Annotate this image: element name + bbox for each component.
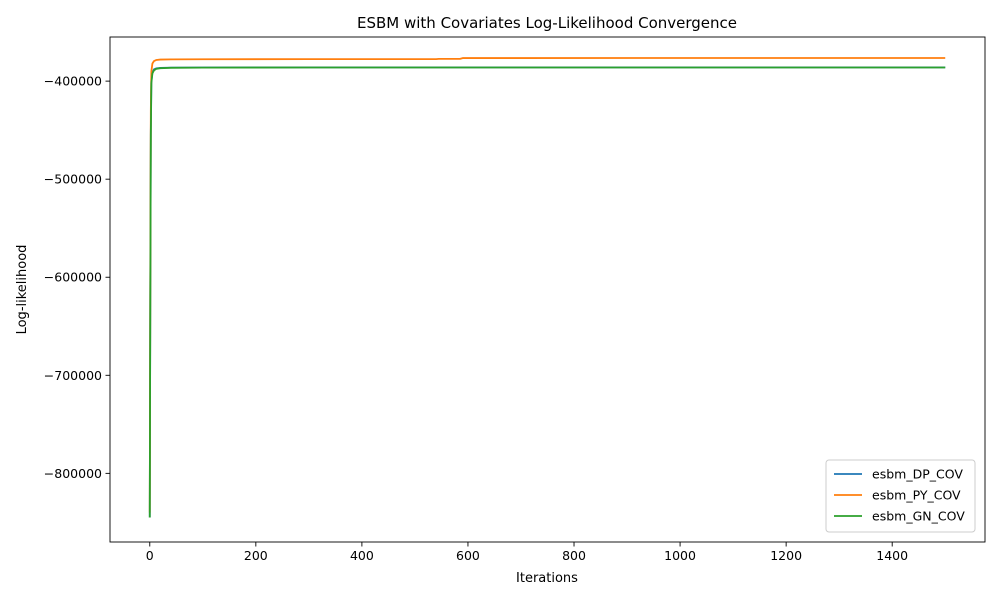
y-tick-label: −500000 (44, 172, 102, 187)
legend-label-esbm-py-cov: esbm_PY_COV (872, 488, 961, 503)
x-tick-label: 1200 (770, 548, 802, 563)
y-tick-label: −600000 (44, 270, 102, 285)
y-tick-label: −400000 (44, 74, 102, 89)
series-layer (148, 57, 946, 518)
x-tick-label: 200 (244, 548, 268, 563)
x-axis: 0 200 400 600 800 1000 1200 1400 (146, 542, 908, 563)
x-axis-title: Iterations (516, 571, 578, 586)
y-axis-title: Log-likelihood (15, 245, 30, 335)
x-tick-label: 0 (146, 548, 154, 563)
x-tick-label: 400 (350, 548, 374, 563)
y-axis: −800000 −700000 −600000 −500000 −400000 (44, 74, 110, 481)
legend-label-esbm-dp-cov: esbm_DP_COV (872, 467, 963, 482)
plot-frame (109, 36, 986, 543)
x-tick-label: 1000 (664, 548, 696, 563)
y-tick-label: −800000 (44, 466, 102, 481)
y-tick-label: −700000 (44, 368, 102, 383)
x-tick-label: 800 (562, 548, 586, 563)
x-tick-label: 1400 (876, 548, 908, 563)
legend-box (825, 459, 976, 533)
x-tick-label: 600 (456, 548, 480, 563)
chart-title: ESBM with Covariates Log-Likelihood Conv… (357, 14, 737, 32)
legend-label-esbm-gn-cov: esbm_GN_COV (872, 509, 965, 524)
series-line-esbm-gn-cov (148, 66, 946, 518)
legend: esbm_DP_COV esbm_PY_COV esbm_GN_COV (825, 459, 976, 533)
